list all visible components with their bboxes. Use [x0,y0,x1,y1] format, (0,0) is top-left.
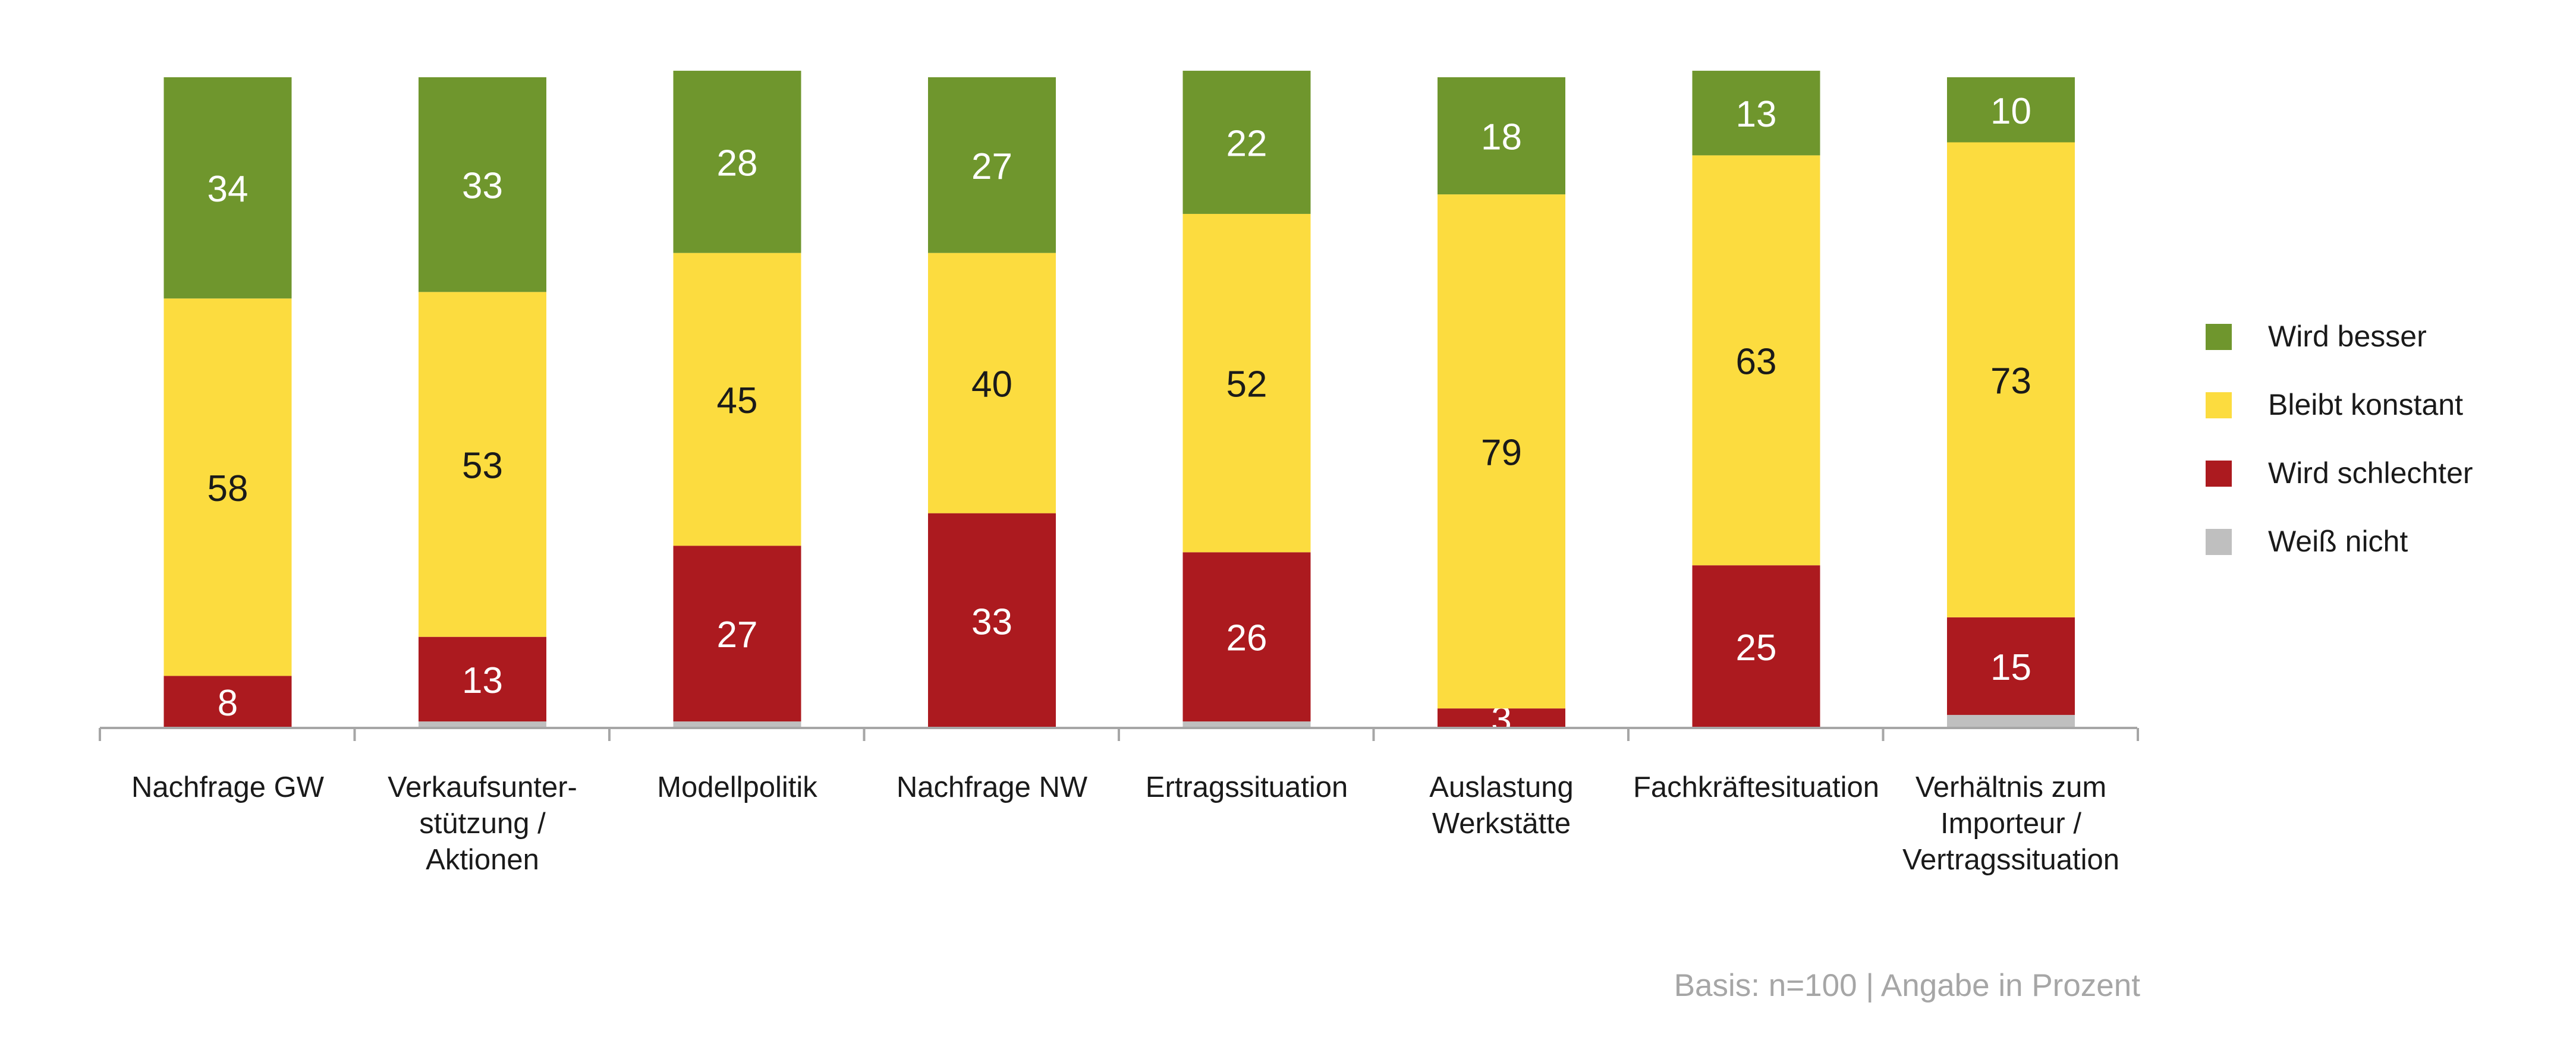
bar-segment-wird-besser [419,77,546,292]
data-label: 45 [717,380,758,421]
data-label: 15 [1990,647,2031,688]
x-tick-label: Verhältnis zum Importeur / Vertragssituati… [1902,771,2119,876]
bar-segment-bleibt-konstant [419,292,546,637]
legend-item-wird-schlechter: Wird schlechter [2206,456,2473,490]
data-label: 13 [462,660,503,701]
legend-label: Wird schlechter [2268,456,2473,490]
bar-segment-wird-schlechter [928,513,1056,728]
bar-segment-bleibt-konstant [928,253,1056,513]
x-tick-label: Nachfrage GW [131,771,325,803]
data-label: 58 [207,468,249,509]
bar-segment-bleibt-konstant [673,253,801,546]
legend-swatch [2206,392,2232,418]
x-tick-label: Fachkräftesituation [1633,771,1879,803]
data-label: 8 [218,683,238,724]
bars-layer: 8583413533327452833402726522237918256313… [163,71,2075,740]
data-label: 13 [1736,94,1777,135]
data-label: 26 [1226,618,1267,659]
legend-item-bleibt-konstant: Bleibt konstant [2206,388,2463,421]
legend-swatch [2206,461,2232,487]
bar-segment-weiss-nicht [673,721,801,728]
data-label: 27 [971,146,1012,187]
legend-item-weiss-nicht: Weiß nicht [2206,525,2408,558]
bar-segment-bleibt-konstant [1182,213,1311,553]
bar-segment-wird-schlechter [163,676,292,728]
bar-segment-wird-besser [928,77,1056,253]
data-label: 53 [462,446,503,487]
bar-segment-wird-schlechter [673,546,801,722]
bar-segment-weiss-nicht [419,721,546,728]
bar-segment-wird-schlechter [419,636,546,722]
data-label: 63 [1736,341,1777,382]
data-label: 33 [462,166,503,207]
bar-segment-wird-besser [673,71,801,253]
bar-segment-wird-besser [1438,77,1565,195]
data-label: 40 [971,364,1012,405]
bar-segment-bleibt-konstant [163,298,292,676]
data-label: 18 [1481,117,1522,158]
x-tick-label: Auslastung Werkstätte [1429,771,1573,840]
legend-swatch [2206,529,2232,555]
bar-segment-wird-besser [1947,77,2075,143]
data-label: 52 [1226,364,1267,405]
x-axis [99,727,2139,741]
bar-segment-weiss-nicht [1947,715,2075,728]
bar-segment-wird-besser [1692,71,1820,156]
data-label: 27 [717,614,758,655]
legend-label: Bleibt konstant [2268,388,2463,421]
x-axis-labels: Nachfrage GW Verkaufsunter-stützung / Akti… [131,771,2119,876]
legend: Wird besser Bleibt konstant Wird schlechte… [2206,320,2473,558]
bar-segment-wird-schlechter [1438,708,1565,728]
data-label: 22 [1226,124,1267,165]
bar-segment-bleibt-konstant [1692,155,1820,566]
bar-segment-bleibt-konstant [1438,194,1565,709]
data-label: 10 [1990,91,2031,132]
bar-segment-wird-besser [1182,71,1311,214]
bar-segment-bleibt-konstant [1947,142,2075,617]
bar-segment-weiss-nicht [1182,721,1311,728]
data-label: 25 [1736,628,1777,669]
x-tick-label: Modellpolitik [657,771,817,803]
x-tick-label: Verkaufsunter-stützung / Aktionen [388,771,577,876]
bar-segment-wird-schlechter [1692,565,1820,728]
bar-segment-wird-schlechter [1947,617,2075,715]
data-label: 28 [717,143,758,184]
legend-label: Wird besser [2268,320,2427,353]
x-tick-label: Nachfrage NW [897,771,1088,803]
legend-label: Weiß nicht [2268,525,2408,558]
data-label: 33 [971,601,1012,642]
footnote: Basis: n=100 | Angabe in Prozent [1674,968,2140,1003]
bar-segment-wird-schlechter [1182,552,1311,722]
legend-swatch [2206,324,2232,350]
x-tick-label: Ertragssituation [1146,771,1348,803]
bar-segment-wird-besser [163,77,292,299]
data-label: 79 [1481,433,1522,474]
data-label: 73 [1990,361,2031,402]
legend-item-wird-besser: Wird besser [2206,320,2427,353]
data-label: 34 [207,169,249,210]
